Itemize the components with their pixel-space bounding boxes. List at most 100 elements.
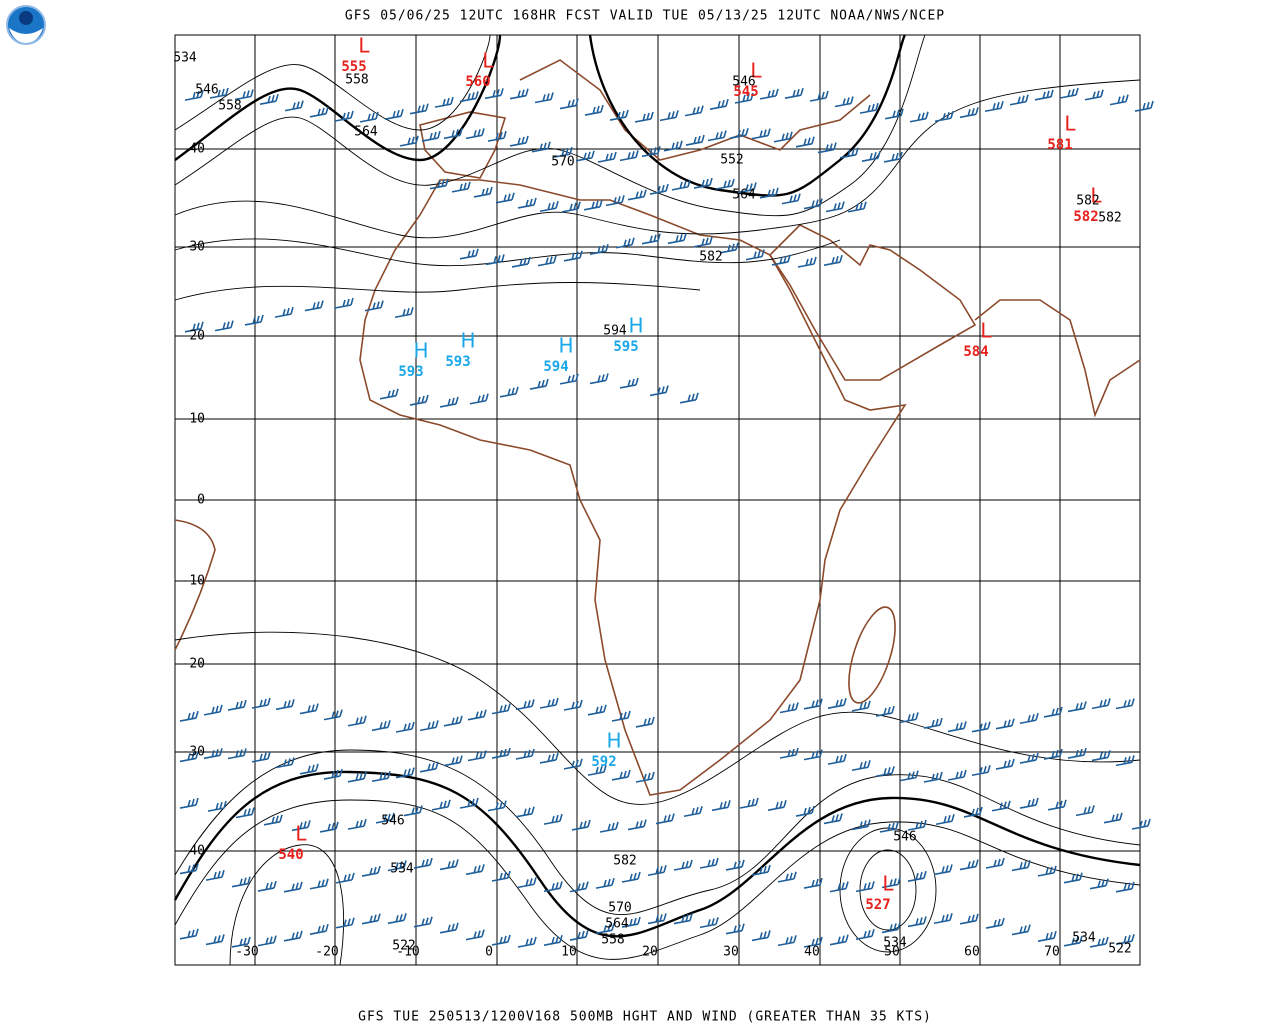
low-value: 545 <box>733 84 758 100</box>
latitude-label: -10 <box>182 574 205 589</box>
wind-barb <box>947 769 967 781</box>
wind-barb <box>699 917 719 929</box>
wind-barb <box>335 872 355 884</box>
wind-barb <box>671 179 691 191</box>
wind-barb <box>1019 713 1039 725</box>
wind-barb <box>861 150 881 162</box>
wind-barb <box>275 699 295 711</box>
wind-barb <box>719 242 739 254</box>
wind-barb <box>984 101 1004 113</box>
longitude-label: -10 <box>396 945 419 960</box>
wind-barb <box>203 748 223 760</box>
wind-barb <box>771 254 791 266</box>
wind-barb <box>179 797 199 809</box>
wind-barb <box>615 237 635 249</box>
wind-barb <box>881 877 901 889</box>
wind-barb <box>451 181 471 193</box>
wind-barb <box>971 765 991 777</box>
longitude-label: 20 <box>642 945 658 960</box>
high-value: 593 <box>398 364 423 380</box>
high-symbol: H <box>628 314 643 338</box>
wind-barb <box>284 100 304 112</box>
low-value: 555 <box>341 59 366 75</box>
wind-barb <box>387 913 407 925</box>
wind-barb <box>251 697 271 709</box>
wind-barb <box>413 916 433 928</box>
wind-barb <box>413 857 433 869</box>
wind-barb <box>499 386 519 398</box>
contour-label: 534 <box>173 51 197 66</box>
wind-barb <box>647 913 667 925</box>
wind-barb <box>599 821 619 833</box>
wind-barb <box>491 747 511 759</box>
wind-barb <box>543 881 563 893</box>
wind-barb <box>359 111 379 123</box>
wind-barb <box>299 703 319 715</box>
low-value: 527 <box>865 897 890 913</box>
wind-barb <box>491 703 511 715</box>
contour-label: 570 <box>551 155 574 170</box>
wind-barb <box>347 715 367 727</box>
contour-label: 582 <box>1076 194 1099 209</box>
wind-barb <box>1063 935 1083 947</box>
wind-barb <box>559 373 579 385</box>
wind-barb <box>205 934 225 946</box>
wind-barb <box>244 314 264 326</box>
wind-barb <box>251 751 271 763</box>
contour-label: 522 <box>392 939 415 954</box>
wind-barb <box>851 700 871 712</box>
wind-barb <box>543 813 563 825</box>
wind-barb <box>834 96 854 108</box>
wind-barb <box>635 771 655 783</box>
noaa-logo <box>6 5 46 45</box>
wind-barb <box>715 178 735 190</box>
wind-barb <box>684 105 704 117</box>
wind-barb <box>409 103 429 115</box>
wind-barb <box>663 140 683 152</box>
wind-barb <box>443 128 463 140</box>
wind-barb <box>1134 100 1154 112</box>
wind-barb <box>537 255 557 267</box>
wind-barb <box>384 108 404 120</box>
wind-barb <box>739 797 759 809</box>
wind-barb <box>859 102 879 114</box>
wind-barb <box>1019 752 1039 764</box>
wind-barb <box>495 192 515 204</box>
wind-barb <box>531 141 551 153</box>
wind-barb <box>839 147 859 159</box>
wind-barb <box>959 859 979 871</box>
wind-barb <box>403 805 423 817</box>
wind-barb <box>659 110 679 122</box>
wind-barb <box>855 929 875 941</box>
wind-barb <box>725 859 745 871</box>
wind-barb <box>227 748 247 760</box>
contour-label: 582 <box>613 854 636 869</box>
wind-barb <box>563 758 583 770</box>
contour-label: 522 <box>1108 942 1131 957</box>
latitude-label: -40 <box>182 844 205 859</box>
wind-barb <box>899 712 919 724</box>
wind-barb <box>361 865 381 877</box>
longitude-label: 70 <box>1044 945 1060 960</box>
wind-barb <box>619 377 639 389</box>
contour-label: 546 <box>381 814 404 829</box>
wind-barb <box>529 378 549 390</box>
contour-label: 546 <box>893 830 916 845</box>
wind-barb <box>515 699 535 711</box>
wind-barb <box>443 715 463 727</box>
wind-barb <box>334 110 354 122</box>
wind-barb <box>1115 881 1135 893</box>
contour-label: 558 <box>218 99 241 114</box>
wind-barb <box>584 104 604 116</box>
wind-barb <box>781 193 801 205</box>
wind-barb <box>851 819 871 831</box>
wind-barb <box>399 135 419 147</box>
wind-barb <box>335 917 355 929</box>
wind-barb <box>909 111 929 123</box>
wind-barb <box>883 151 903 163</box>
wind-barb <box>829 934 849 946</box>
wind-barb <box>597 151 617 163</box>
wind-barb <box>465 128 485 140</box>
wind-barb <box>234 89 254 101</box>
